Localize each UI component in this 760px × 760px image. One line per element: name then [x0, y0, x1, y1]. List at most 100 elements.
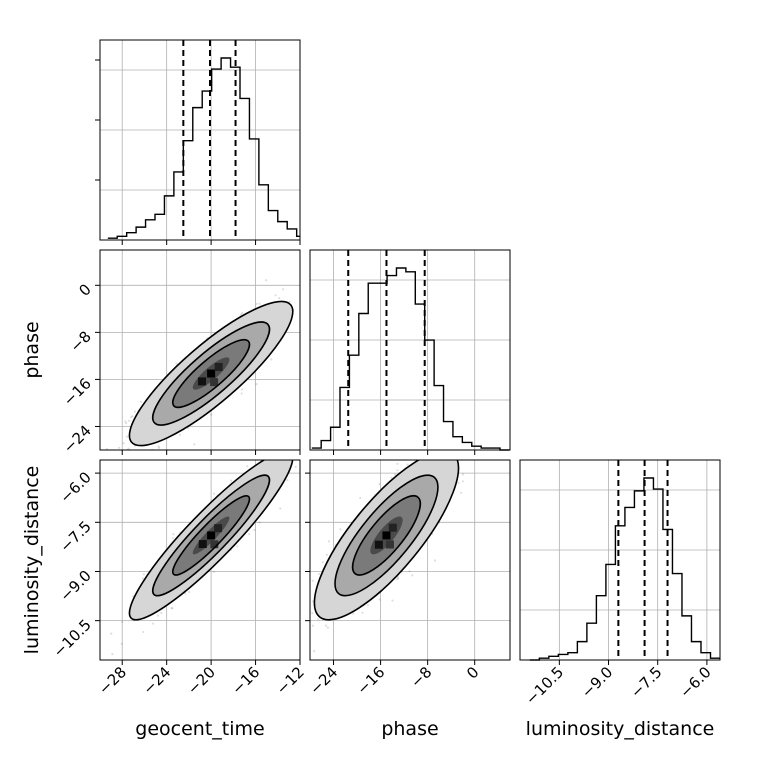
x-axis-label-geocent-time: geocent_time — [135, 718, 264, 740]
sample-point — [311, 612, 314, 615]
sample-point — [352, 612, 355, 615]
hist-bar — [359, 314, 368, 451]
sample-point — [156, 614, 159, 617]
sample-point — [412, 457, 414, 459]
y-tick-label: −10.5 — [50, 616, 95, 661]
hist-bar — [212, 69, 221, 240]
hist-bar — [606, 564, 616, 660]
sample-point — [288, 300, 291, 303]
sample-point — [265, 279, 268, 282]
sample-point — [212, 570, 216, 573]
sample-point — [313, 650, 316, 653]
contour-line — [351, 495, 422, 576]
x-tick-label: −20 — [184, 663, 219, 698]
sample-point — [297, 583, 299, 585]
sample-point — [241, 312, 244, 315]
sample-point — [142, 630, 145, 634]
sample-point — [125, 422, 128, 425]
sample-point — [450, 452, 452, 454]
hist-bar — [558, 654, 568, 660]
sample-point — [270, 358, 273, 361]
sample-point — [293, 452, 295, 454]
axes-frame — [519, 459, 721, 661]
density-peak-cell — [214, 362, 223, 371]
sample-point — [260, 453, 262, 455]
sample-point — [279, 507, 282, 510]
sample-point — [124, 420, 127, 423]
density-peak-cell — [198, 377, 207, 386]
x-tick-label: 0 — [463, 663, 482, 682]
sample-point — [394, 473, 397, 476]
sample-point — [460, 491, 463, 494]
sample-point — [236, 545, 239, 548]
sample-point — [121, 620, 124, 623]
sample-point — [378, 483, 381, 486]
hist-bar — [568, 653, 578, 660]
sample-point — [297, 447, 299, 449]
density-peak-cell — [210, 378, 219, 387]
sample-point — [378, 598, 381, 601]
hist-bar — [174, 172, 183, 240]
sample-point — [103, 665, 105, 667]
hist-bar — [615, 526, 625, 660]
sample-point — [271, 457, 273, 459]
hist-bar — [434, 386, 443, 450]
sample-point — [433, 559, 437, 562]
sample-point — [327, 540, 331, 543]
hist-bar — [193, 108, 202, 240]
contour-line — [171, 338, 251, 409]
sample-point — [307, 302, 309, 304]
hist-bar — [331, 427, 340, 450]
sample-point — [291, 442, 293, 444]
sample-point — [406, 463, 409, 466]
density-panel-geocent-time-vs-phase: −24 −16 −8 0 — [60, 249, 309, 457]
hist-bar — [396, 268, 405, 450]
x-tick-label: −8 — [407, 663, 435, 691]
sample-point — [317, 618, 320, 621]
sample-point — [141, 453, 143, 455]
axes-frame — [309, 459, 511, 661]
hist-bar — [368, 283, 377, 450]
x-tick-label: −10.5 — [522, 663, 567, 708]
sample-point — [455, 457, 457, 459]
sample-point — [117, 446, 121, 449]
density-panel-geocent-time-vs-luminosity-distance: −28 −24 −20 −16 −12 −10.5 −9.0 −7.5 −6.0 — [50, 439, 308, 698]
density-panel-phase-vs-luminosity-distance: −24 −16 −8 0 — [297, 452, 511, 698]
sample-point — [339, 528, 342, 531]
sample-point — [306, 444, 308, 446]
contour-line — [151, 321, 271, 426]
sample-point — [303, 313, 305, 315]
sample-point — [306, 632, 308, 634]
sample-point — [240, 392, 243, 395]
density-peak-cell — [198, 540, 207, 549]
sample-point — [253, 528, 256, 532]
sample-point — [151, 622, 155, 625]
x-tick-label: −16 — [228, 663, 263, 698]
y-tick-label: −24 — [60, 422, 95, 457]
sample-point — [456, 458, 458, 460]
hist-bar — [672, 574, 682, 660]
hist-bar — [691, 642, 701, 660]
sample-point — [307, 588, 309, 590]
sample-point — [406, 458, 408, 460]
hist-panel-geocent-time — [95, 39, 301, 245]
sample-point — [160, 611, 163, 615]
sample-point — [130, 416, 133, 419]
sample-point — [230, 479, 233, 482]
hist-bar — [155, 214, 164, 240]
hist-bar — [387, 276, 396, 450]
sample-point — [325, 553, 328, 557]
sample-point — [133, 410, 136, 413]
hist-panel-luminosity-distance: −10.5 −9.0 −7.5 −6.0 — [519, 459, 721, 708]
hist-bar — [127, 233, 136, 240]
hist-bar — [240, 98, 249, 240]
sample-point — [302, 439, 304, 441]
hist-bar — [146, 220, 155, 240]
hist-step — [311, 267, 510, 451]
sample-point — [451, 458, 453, 460]
sample-point — [444, 454, 446, 456]
density-peak-cell — [385, 540, 394, 549]
hist-bar — [249, 139, 258, 240]
sample-point — [361, 611, 364, 614]
